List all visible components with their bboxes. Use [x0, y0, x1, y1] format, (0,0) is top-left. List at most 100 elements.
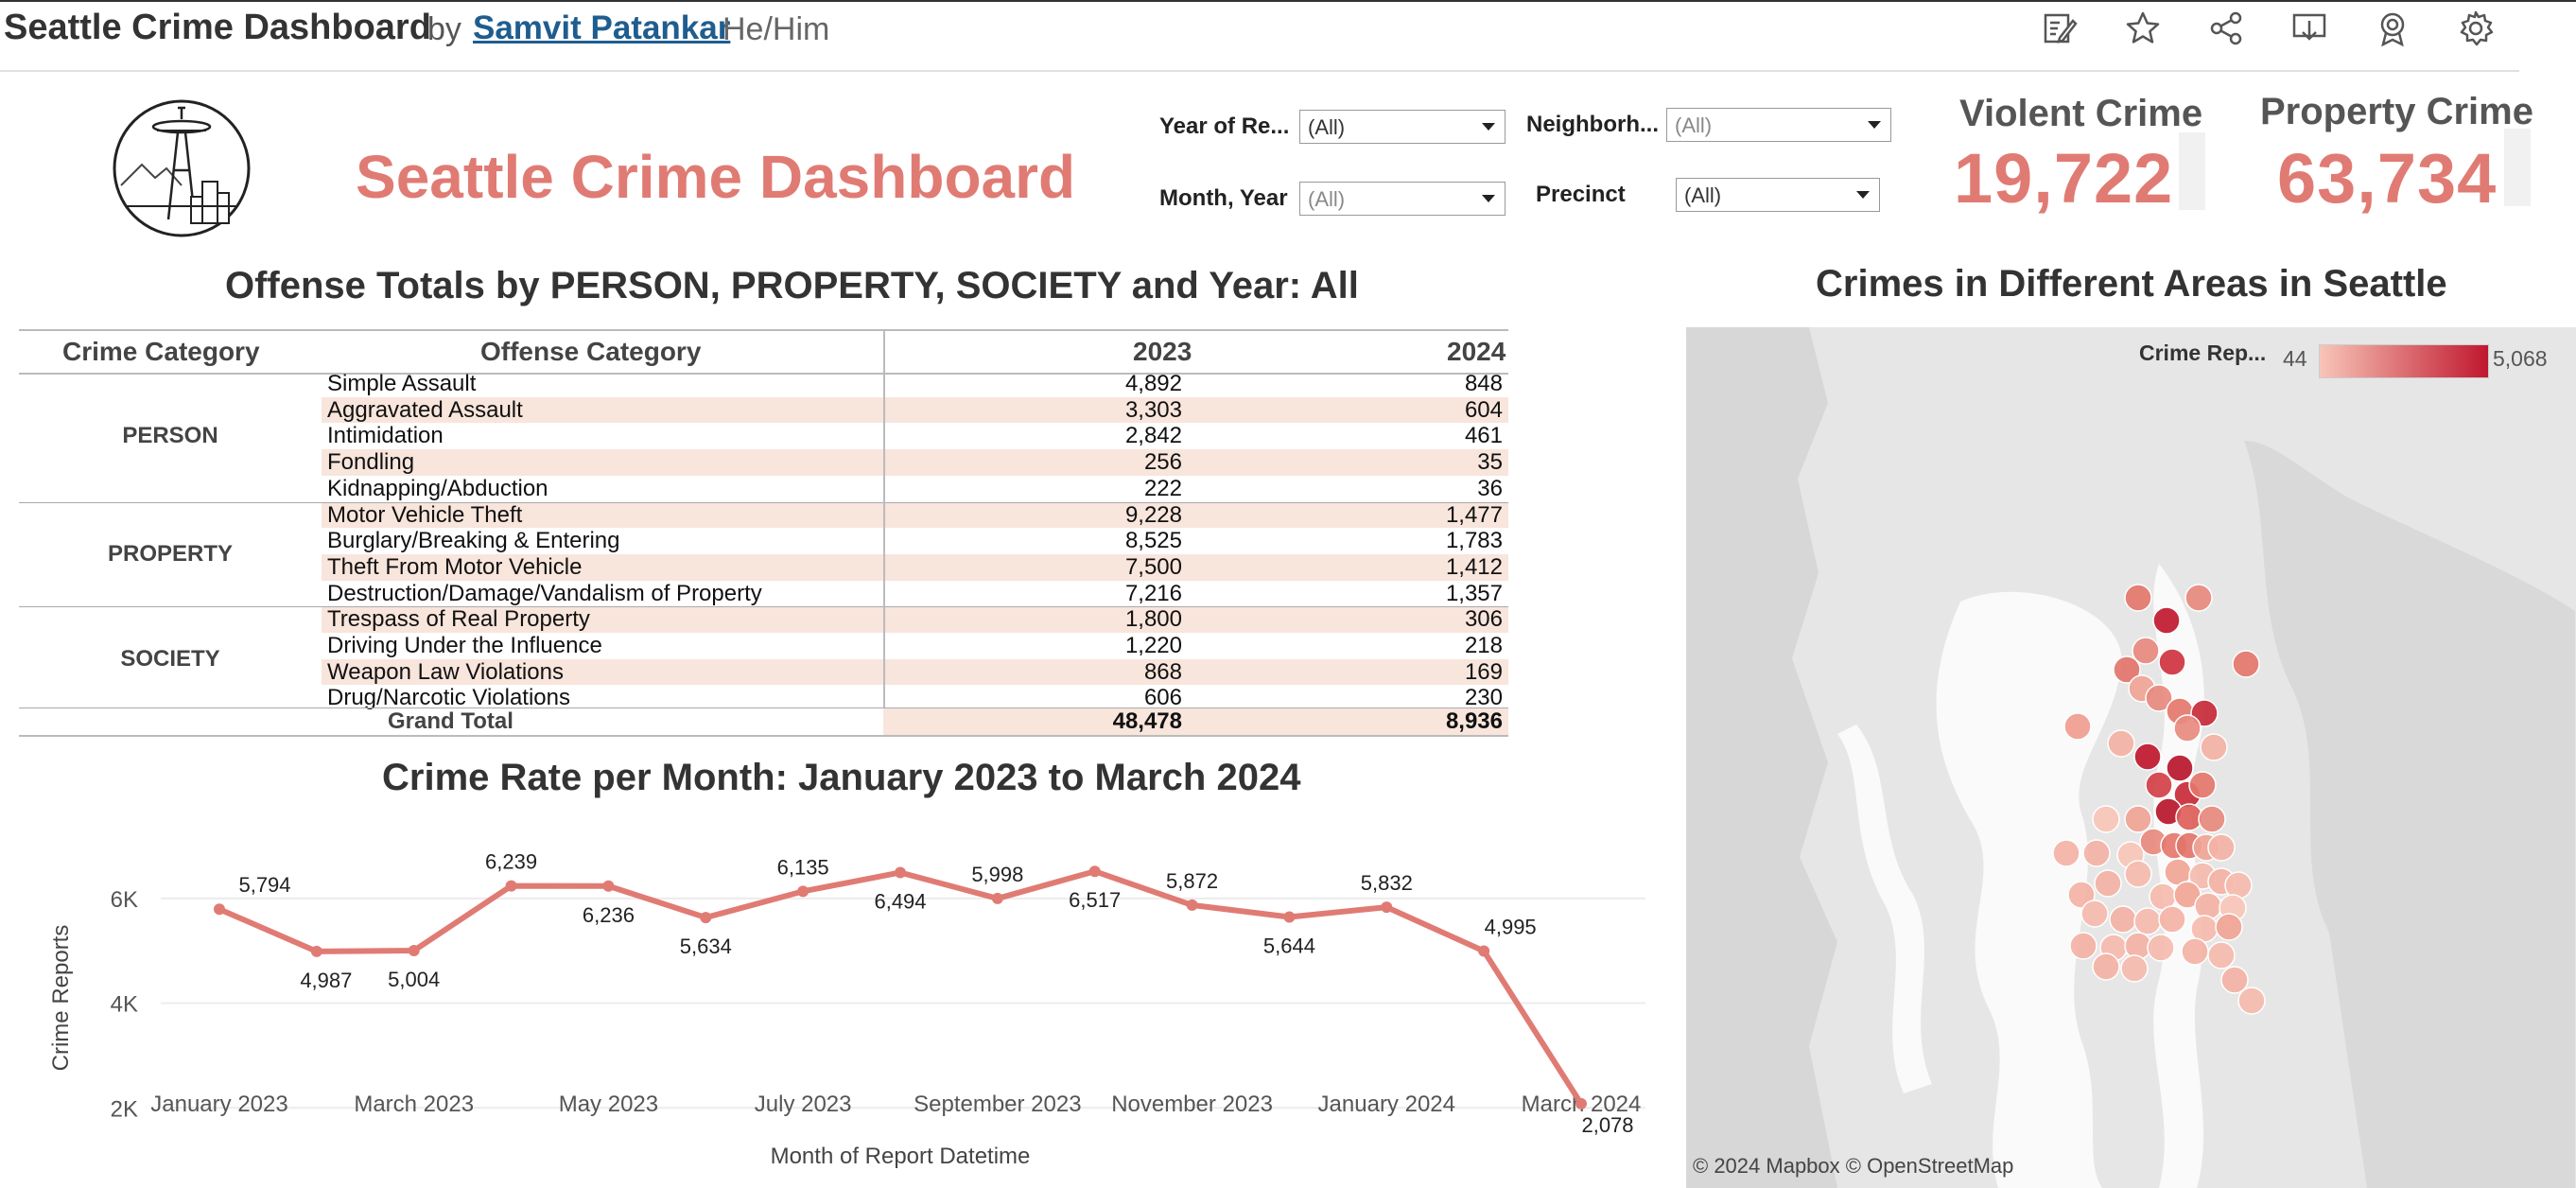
year-filter-label: Year of Re... [1159, 114, 1290, 139]
data-label: 6,239 [485, 850, 537, 874]
map-dot[interactable] [2063, 712, 2092, 741]
map-dot[interactable] [2188, 771, 2217, 799]
offense-cell: Burglary/Breaking & Entering [327, 528, 620, 554]
violent-crime-sparkbar [2179, 132, 2205, 210]
map-dot[interactable] [2124, 805, 2152, 833]
map-dot[interactable] [2207, 833, 2236, 862]
offense-cell: Driving Under the Influence [327, 633, 602, 658]
year-filter-dropdown[interactable]: (All) [1299, 110, 1506, 144]
crime-density-dots[interactable] [1686, 327, 2576, 1188]
map-dot[interactable] [2052, 839, 2080, 867]
table-row[interactable]: Kidnapping/Abduction 222 36 [322, 476, 1508, 502]
map-dot[interactable] [2184, 584, 2213, 612]
badge-icon[interactable] [2374, 9, 2411, 47]
map-dot[interactable] [2120, 954, 2149, 983]
offense-cell: Destruction/Damage/Vandalism of Property [327, 580, 762, 606]
map-dot[interactable] [2107, 729, 2135, 758]
download-icon[interactable] [2290, 9, 2328, 47]
map-title: Crimes in Different Areas in Seattle [1816, 263, 2447, 305]
crime-rate-line-chart[interactable]: 2K 4K 6K Crime Reports January 2023 March 202… [19, 785, 1664, 1182]
month-filter-dropdown[interactable]: (All) [1299, 182, 1506, 216]
share-icon[interactable] [2207, 9, 2245, 47]
map-dot[interactable] [2067, 881, 2096, 909]
map-dot[interactable] [2166, 754, 2194, 782]
table-row[interactable]: Drug/Narcotic Violations 606 230 [322, 685, 1508, 711]
value-2023-cell: 4,892 [1124, 371, 1182, 396]
map-dot[interactable] [2133, 907, 2162, 935]
edit-icon[interactable] [2041, 9, 2079, 47]
gear-icon[interactable] [2457, 9, 2495, 47]
map-dot[interactable] [2158, 648, 2186, 676]
author-link[interactable]: Samvit Patankar [473, 9, 731, 46]
map-dot[interactable] [2147, 934, 2175, 962]
map-dot[interactable] [2133, 742, 2162, 771]
chevron-down-icon [1482, 195, 1495, 202]
table-row[interactable]: Destruction/Damage/Vandalism of Property… [322, 581, 1508, 607]
property-crime-value: 63,734 [2277, 139, 2498, 218]
precinct-filter-dropdown[interactable]: (All) [1676, 178, 1880, 212]
map-dot[interactable] [2132, 637, 2160, 665]
table-row[interactable]: Fondling 256 35 [322, 449, 1508, 476]
seattle-crime-map[interactable] [1686, 327, 2576, 1188]
map-dot[interactable] [2113, 655, 2141, 684]
map-dot[interactable] [2094, 869, 2122, 898]
crime-category-cell: PROPERTY [107, 540, 234, 567]
map-dot[interactable] [2124, 860, 2152, 888]
map-dot[interactable] [2173, 714, 2202, 742]
star-icon[interactable] [2124, 9, 2162, 47]
map-background [1686, 327, 2576, 1188]
table-row[interactable]: Burglary/Breaking & Entering 8,525 1,783 [322, 528, 1508, 554]
table-row[interactable]: Motor Vehicle Theft 9,228 1,477 [322, 501, 1508, 529]
grand-total-row: Grand Total 48,478 8,936 [19, 708, 1508, 737]
map-dot[interactable] [2198, 805, 2226, 833]
precinct-filter-label: Precinct [1536, 182, 1626, 207]
map-dot[interactable] [2080, 900, 2109, 928]
header-2024[interactable]: 2024 [1447, 337, 1506, 366]
map-attribution[interactable]: © 2024 Mapbox © OpenStreetMap [1693, 1154, 2014, 1178]
map-dot[interactable] [2194, 892, 2222, 920]
value-2023-cell: 2,842 [1124, 423, 1182, 449]
value-2024-cell: 1,477 [1445, 501, 1503, 528]
neighborhood-filter-label: Neighborh... [1526, 112, 1659, 137]
map-dot[interactable] [2145, 684, 2173, 712]
table-row[interactable]: Trespass of Real Property 1,800 306 [322, 606, 1508, 633]
map-dot[interactable] [2215, 913, 2243, 941]
map-dot[interactable] [2082, 839, 2111, 867]
table-row[interactable]: Weapon Law Violations 868 169 [322, 658, 1508, 686]
offense-table: Crime Category Offense Category 2023 202… [19, 329, 1508, 737]
header-offense-category[interactable]: Offense Category [480, 337, 702, 366]
map-dot[interactable] [2092, 805, 2120, 833]
map-dot[interactable] [2109, 905, 2137, 934]
neighborhood-filter-dropdown[interactable]: (All) [1666, 108, 1891, 142]
map-dot[interactable] [2145, 771, 2173, 799]
map-dot[interactable] [2158, 905, 2186, 934]
map-legend-color-ramp [2319, 344, 2489, 378]
map-dot[interactable] [2200, 733, 2228, 761]
map-dot[interactable] [2152, 606, 2181, 635]
data-point [1283, 911, 1296, 923]
table-row[interactable]: Driving Under the Influence 1,220 218 [322, 633, 1508, 659]
table-row[interactable]: Theft From Motor Vehicle 7,500 1,412 [322, 553, 1508, 581]
map-dot[interactable] [2237, 987, 2266, 1015]
data-label: 2,078 [1581, 1113, 1633, 1137]
data-label: 5,004 [388, 968, 440, 991]
y-tick-label: 6K [111, 887, 138, 913]
data-point [408, 944, 420, 956]
table-row[interactable]: Simple Assault 4,892 848 [322, 371, 1508, 397]
map-dot[interactable] [2220, 966, 2249, 994]
map-dot[interactable] [2181, 937, 2209, 966]
header-crime-category[interactable]: Crime Category [62, 337, 260, 366]
space-needle-logo [112, 98, 252, 238]
table-row[interactable]: Aggravated Assault 3,303 604 [322, 396, 1508, 424]
map-dot[interactable] [2092, 952, 2120, 981]
map-dot[interactable] [2124, 584, 2152, 612]
header-2023[interactable]: 2023 [1133, 337, 1192, 366]
table-row[interactable]: Intimidation 2,842 461 [322, 423, 1508, 449]
map-dot[interactable] [2232, 650, 2260, 678]
data-point [700, 912, 712, 924]
data-point [602, 880, 615, 892]
value-2023-cell: 1,800 [1124, 606, 1182, 633]
map-dot[interactable] [2207, 941, 2236, 970]
map-dot[interactable] [2069, 932, 2097, 960]
x-axis-label: Month of Report Datetime [771, 1144, 1031, 1169]
